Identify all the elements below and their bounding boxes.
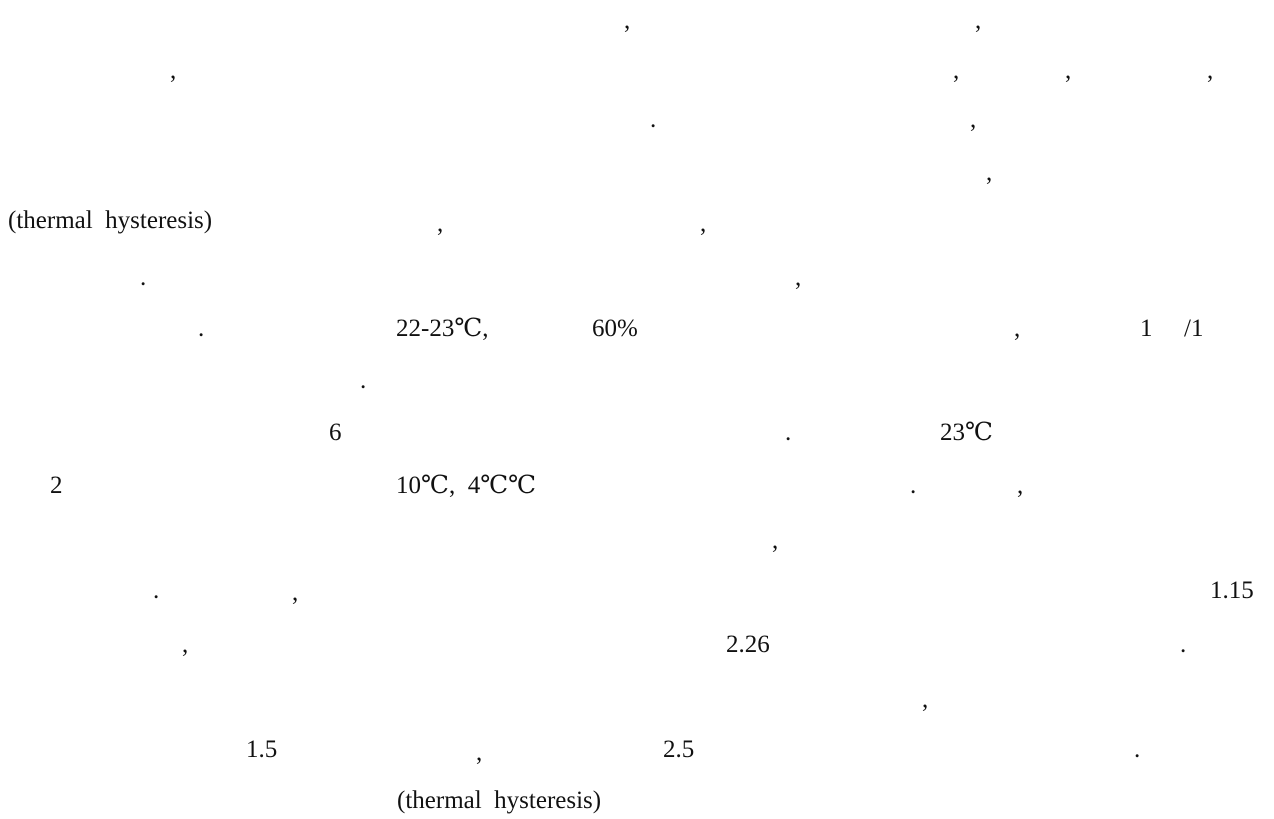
- text-fragment: 10℃, 4℃℃: [396, 472, 537, 499]
- text-fragment: .: [140, 264, 147, 291]
- text-fragment: .: [785, 419, 792, 446]
- text-fragment: .: [1134, 736, 1141, 763]
- text-fragment: ,: [182, 631, 189, 658]
- text-fragment: ,: [795, 264, 802, 291]
- text-fragment: 6: [329, 419, 342, 446]
- text-fragment: ,: [437, 210, 444, 237]
- text-fragment: ,: [1065, 57, 1072, 84]
- text-fragment: ,: [1207, 57, 1214, 84]
- text-fragment: 1: [1140, 315, 1153, 342]
- text-fragment: 22-23℃,: [396, 315, 489, 342]
- text-fragment: ,: [476, 739, 483, 766]
- text-fragment: /1: [1184, 315, 1204, 342]
- text-fragment: ,: [922, 686, 929, 713]
- text-fragment: .: [360, 367, 367, 394]
- text-fragment: ,: [975, 7, 982, 34]
- text-fragment: 2.26: [726, 631, 770, 658]
- text-fragment: ,: [986, 159, 993, 186]
- text-fragment: ,: [624, 7, 631, 34]
- text-fragment: .: [198, 315, 205, 342]
- text-fragment: ,: [170, 57, 177, 84]
- text-fragment: .: [1180, 631, 1187, 658]
- text-fragment: 2.5: [663, 736, 695, 763]
- text-fragment: ,: [292, 579, 299, 606]
- text-fragment: (thermal hysteresis): [8, 207, 213, 234]
- text-fragment: ,: [970, 106, 977, 133]
- text-fragment: ,: [772, 527, 779, 554]
- text-fragment: ,: [953, 57, 960, 84]
- text-fragment: ,: [1017, 472, 1024, 499]
- text-fragment: ,: [700, 210, 707, 237]
- text-fragment: 1.5: [246, 736, 278, 763]
- text-fragment: .: [153, 577, 160, 604]
- text-fragment: .: [910, 472, 917, 499]
- text-fragment: 60%: [592, 315, 638, 342]
- text-fragment: 1.15: [1210, 577, 1254, 604]
- text-fragment: ,: [1014, 315, 1021, 342]
- text-fragment: .: [650, 106, 657, 133]
- text-fragment: (thermal hysteresis): [397, 787, 602, 814]
- text-fragment: 2: [50, 472, 63, 499]
- text-fragment: 23℃: [940, 419, 993, 446]
